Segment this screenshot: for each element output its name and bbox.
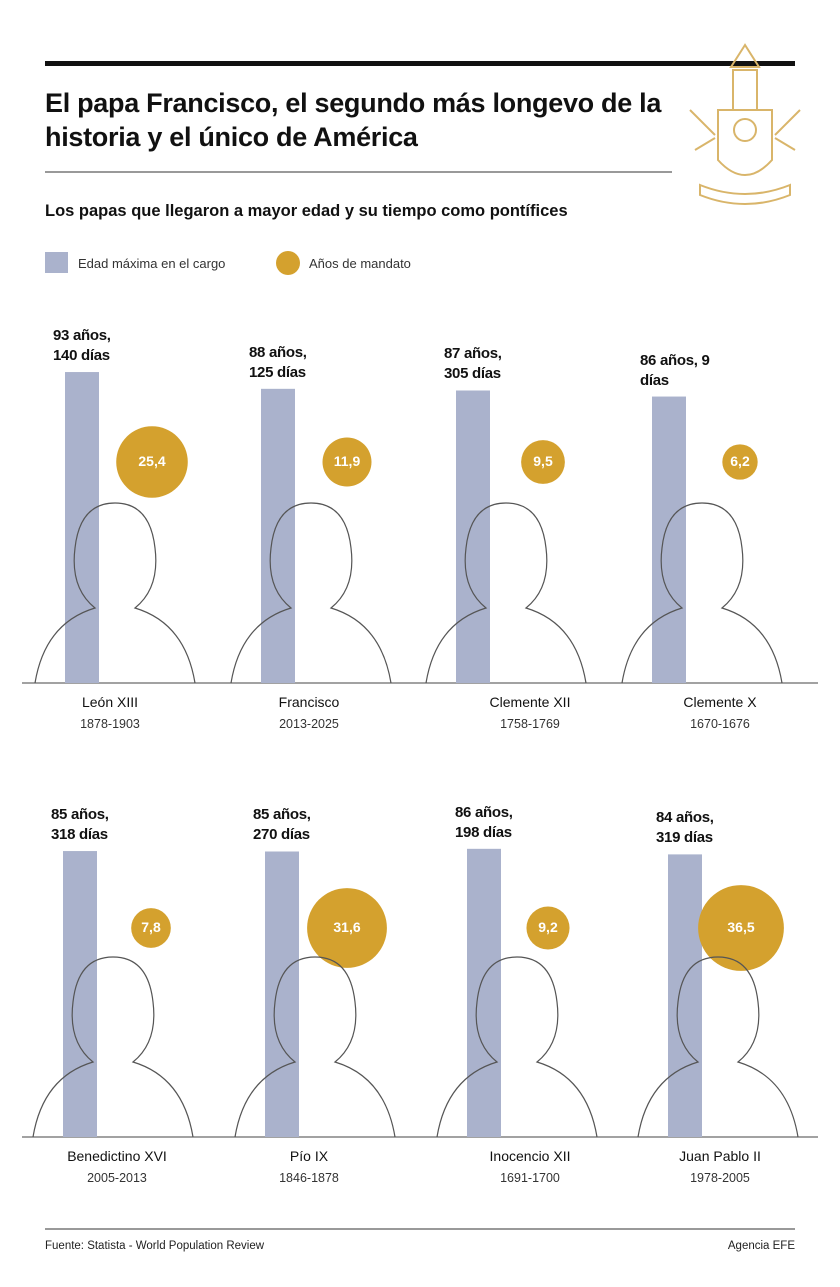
top-rule bbox=[45, 61, 795, 66]
bubble-value-label: 7,8 bbox=[141, 919, 161, 935]
bar-value-label: 86 años, 9 días bbox=[640, 351, 710, 389]
bubble-value-label: 6,2 bbox=[730, 453, 750, 469]
pope-name: Benedictino XVI bbox=[67, 1148, 167, 1164]
portrait-sketch bbox=[32, 956, 194, 1138]
legend-label: Edad máxima en el cargo bbox=[78, 256, 226, 271]
portrait-sketch bbox=[637, 956, 799, 1138]
credit: Agencia EFE bbox=[727, 1240, 795, 1252]
bubble-value-label: 9,5 bbox=[533, 453, 553, 469]
bubble bbox=[526, 906, 570, 950]
source: Fuente: Statista - World Population Revi… bbox=[45, 1240, 265, 1252]
pope-name: León XIII bbox=[81, 694, 139, 710]
portrait-sketch bbox=[621, 502, 783, 684]
pope-period: 1846-1878 bbox=[279, 1171, 339, 1185]
bubble-value-label: 11,9 bbox=[333, 453, 361, 469]
pope-name: Clemente X bbox=[683, 694, 757, 710]
legend-swatch bbox=[45, 252, 68, 273]
bubble bbox=[131, 908, 171, 948]
portrait-sketch bbox=[230, 502, 392, 684]
bubble-value-label: 31,6 bbox=[333, 919, 361, 935]
bubble bbox=[698, 885, 784, 971]
pope-period: 1978-2005 bbox=[690, 1171, 750, 1185]
bar bbox=[467, 848, 501, 1137]
pope-name: Inocencio XII bbox=[489, 1148, 571, 1164]
pope-period: 1878-1903 bbox=[80, 717, 140, 731]
bubble-value-label: 36,5 bbox=[727, 919, 755, 935]
pope-period: 1670-1676 bbox=[690, 717, 750, 731]
bubble bbox=[722, 444, 758, 480]
bar bbox=[456, 390, 490, 683]
pope-period: 1691-1700 bbox=[500, 1171, 560, 1185]
chart-title: El papa Francisco, el segundo más longev… bbox=[45, 88, 662, 152]
portrait-sketch bbox=[436, 956, 598, 1138]
bubble bbox=[521, 440, 565, 484]
bar bbox=[652, 396, 686, 683]
bubble-value-label: 25,4 bbox=[138, 453, 166, 469]
bar-value-label: 85 años, 270 días bbox=[253, 806, 311, 844]
bubble bbox=[116, 426, 188, 498]
portrait-sketch bbox=[425, 502, 587, 684]
pope-name: Clemente XII bbox=[489, 694, 571, 710]
bar-value-label: 93 años, 140 días bbox=[53, 327, 111, 365]
bar bbox=[261, 388, 295, 683]
chart-subtitle: Los papas que llegaron a mayor edad y su… bbox=[45, 202, 568, 220]
portrait-sketch bbox=[234, 956, 396, 1138]
bar bbox=[63, 851, 97, 1137]
bubble bbox=[307, 888, 387, 968]
bubble-value-label: 9,2 bbox=[538, 919, 558, 935]
legend-label: Años de mandato bbox=[309, 256, 411, 271]
coat-of-arms bbox=[689, 43, 801, 205]
pope-name: Pío IX bbox=[289, 1148, 329, 1164]
pope-period: 2013-2025 bbox=[279, 717, 339, 731]
bar bbox=[65, 372, 99, 683]
bar-value-label: 86 años, 198 días bbox=[455, 803, 513, 841]
bar bbox=[668, 854, 702, 1137]
portrait-sketch bbox=[34, 502, 196, 684]
pope-period: 2005-2013 bbox=[87, 1171, 147, 1185]
legend-swatch bbox=[276, 251, 300, 275]
pope-period: 1758-1769 bbox=[500, 717, 560, 731]
pope-name: Juan Pablo II bbox=[679, 1148, 761, 1164]
bar-value-label: 85 años, 318 días bbox=[51, 806, 109, 844]
bubble bbox=[322, 437, 372, 487]
pope-name: Francisco bbox=[278, 694, 340, 710]
bar-value-label: 87 años, 305 días bbox=[444, 345, 502, 383]
bar bbox=[265, 851, 299, 1137]
bar-value-label: 84 años, 319 días bbox=[656, 809, 714, 847]
bar-value-label: 88 años, 125 días bbox=[249, 343, 307, 381]
